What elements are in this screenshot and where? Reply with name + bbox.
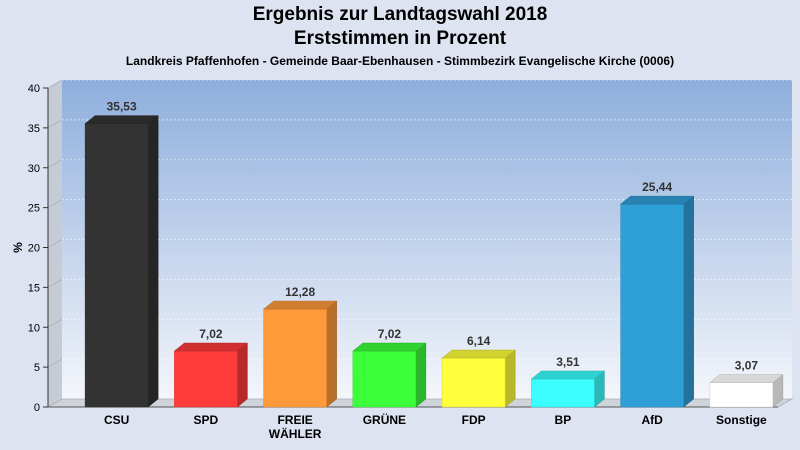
category-label: CSU [104, 413, 129, 427]
category-label: SPD [194, 413, 219, 427]
bar-side [683, 195, 694, 408]
bar-side [326, 300, 337, 408]
category-label: AfD [641, 413, 663, 427]
chart-subtitle: Erststimmen in Prozent [293, 28, 507, 49]
category-label: WÄHLER [269, 426, 322, 441]
y-tick-label: 5 [34, 362, 40, 374]
value-label: 3,51 [556, 355, 580, 369]
bar-7 [709, 373, 784, 408]
bar-5 [530, 370, 606, 408]
bar-top [84, 115, 159, 124]
bar-top [262, 300, 338, 310]
grid-line-side [47, 318, 63, 328]
bar-2 [262, 300, 338, 408]
bar-top [619, 195, 695, 205]
bar-front [531, 378, 595, 408]
value-label: 35,53 [107, 100, 137, 114]
value-label: 7,02 [199, 327, 223, 341]
grid-line-side [47, 159, 63, 169]
grid-line-side [47, 279, 63, 288]
bar-front [620, 203, 684, 408]
category-label: FREIE [277, 413, 312, 427]
value-label: 7,02 [378, 327, 402, 341]
bar-side [147, 115, 159, 408]
bar-side [504, 349, 516, 408]
bar-top [173, 342, 249, 352]
bar-front [84, 123, 149, 408]
bar-top [530, 370, 606, 380]
category-label: BP [555, 413, 572, 427]
bar-top [352, 342, 427, 352]
value-label: 25,44 [642, 180, 672, 194]
y-tick-label: 15 [28, 282, 40, 294]
bar-front [441, 357, 506, 408]
y-tick-label: 40 [28, 83, 40, 95]
category-label: FDP [462, 413, 486, 427]
bar-front [263, 308, 327, 408]
bar-front [709, 382, 774, 408]
y-axis-label: % [11, 242, 25, 253]
bar-3 [352, 342, 427, 408]
bar-front [352, 350, 417, 408]
value-label: 12,28 [285, 285, 315, 299]
grid-line-side [47, 119, 63, 129]
grid-line-side [47, 199, 63, 208]
bar-6 [619, 195, 695, 408]
y-tick-label: 30 [28, 163, 40, 175]
bar-0 [84, 115, 159, 408]
bar-1 [173, 342, 249, 408]
grid-line-side [47, 79, 63, 89]
bar-top [709, 374, 784, 383]
y-tick-label: 20 [28, 243, 40, 255]
bar-front [174, 350, 238, 408]
y-tick-label: 35 [28, 123, 40, 135]
bar-side [237, 342, 248, 408]
bar-4 [441, 349, 516, 408]
y-tick-label: 0 [34, 402, 40, 414]
value-label: 6,14 [467, 334, 491, 348]
chart-caption: Landkreis Pfaffenhofen - Gemeinde Baar-E… [125, 54, 675, 68]
grid-line-side [47, 239, 63, 248]
grid-line-side [47, 358, 63, 368]
y-tick-label: 10 [28, 322, 40, 334]
chart-title: Ergebnis zur Landtagswahl 2018 [252, 4, 548, 25]
category-label: GRÜNE [363, 412, 406, 427]
bar-side [415, 342, 427, 408]
category-label: Sonstige [716, 413, 767, 427]
bar-top [441, 349, 516, 359]
y-tick-label: 25 [28, 203, 40, 215]
value-label: 3,07 [735, 359, 759, 373]
